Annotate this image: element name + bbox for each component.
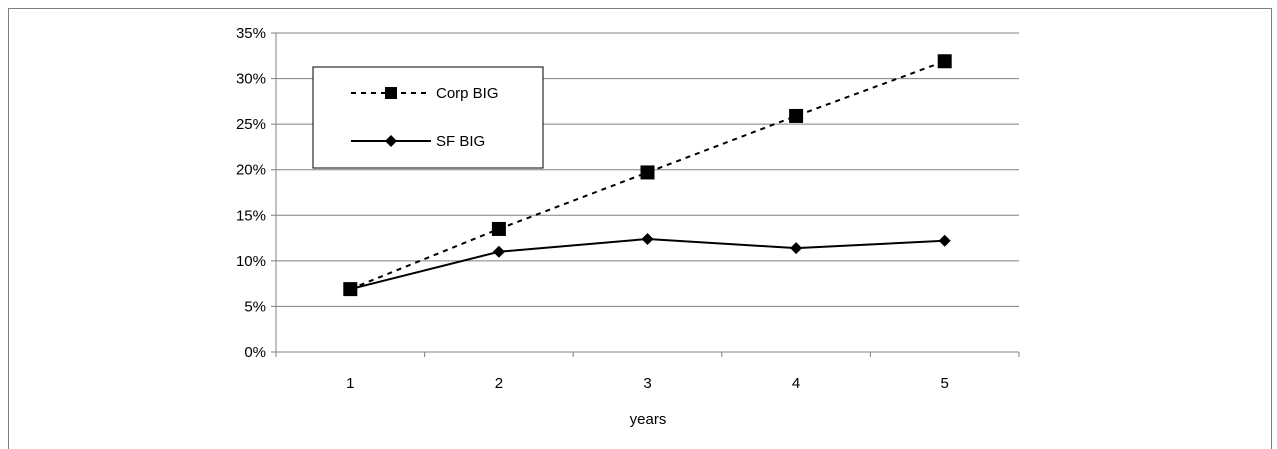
data-point-sf-big <box>790 242 803 255</box>
series-line-sf-big <box>350 237 945 291</box>
legend-marker-corp-big <box>385 87 397 99</box>
legend-label-sf-big: SF BIG <box>436 133 485 150</box>
y-tick-label: 5% <box>244 298 266 315</box>
x-tick-label: 5 <box>941 375 949 392</box>
legend-marker-sf-big <box>385 135 397 147</box>
x-axis-label: years <box>630 411 667 428</box>
data-point-sf-big <box>492 245 505 258</box>
chart-frame <box>8 8 1272 449</box>
data-point-corp-big <box>491 221 506 236</box>
y-tick-label: 0% <box>244 344 266 361</box>
legend: Corp BIG SF BIG <box>312 66 544 169</box>
y-tick-label: 10% <box>236 253 266 270</box>
x-tick-label: 3 <box>643 375 651 392</box>
x-tick-label: 2 <box>495 375 503 392</box>
axes <box>275 33 1019 353</box>
data-point-corp-big <box>640 165 655 180</box>
x-tick-label: 1 <box>346 375 354 392</box>
y-tick-label: 35% <box>236 25 266 42</box>
y-tick-label: 30% <box>236 71 266 88</box>
series-layer <box>343 54 952 297</box>
data-point-sf-big <box>938 234 951 247</box>
series-line-corp-big <box>349 60 946 291</box>
y-tick-label: 20% <box>236 162 266 179</box>
data-point-sf-big <box>641 232 654 245</box>
x-tick-labels: 1 2 3 4 5 <box>275 352 1020 392</box>
data-point-corp-big <box>937 54 952 69</box>
y-tick-label: 15% <box>236 207 266 224</box>
y-tick-labels: 0% 5% 10% 15% 20% 25% 30% 35% <box>236 25 276 361</box>
data-point-corp-big <box>789 108 804 123</box>
data-point-corp-big <box>343 282 358 297</box>
legend-box <box>312 66 544 169</box>
x-tick-label: 4 <box>792 375 800 392</box>
y-tick-label: 25% <box>236 116 266 133</box>
legend-label-corp-big: Corp BIG <box>436 85 499 102</box>
